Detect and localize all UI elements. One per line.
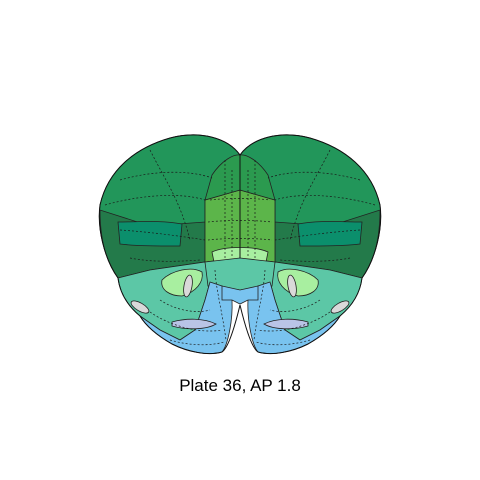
right-lateral-ventricle [287,274,297,298]
left-accumbens-band [171,318,217,330]
right-insular-region [297,221,363,247]
left-olfactory-ventricle [130,300,150,314]
right-accumbens-band [263,318,309,330]
left-lateral-ventricle [183,274,193,298]
central-ventral-blue [221,285,259,305]
right-olfactory-ventricle [330,300,350,314]
right-pale-nucleus [277,268,319,297]
left-insular-region [117,221,183,247]
section-outline [98,134,382,355]
region-boundaries [104,149,376,346]
plate-caption: Plate 36, AP 1.8 [179,376,301,395]
left-pale-nucleus [161,268,203,297]
